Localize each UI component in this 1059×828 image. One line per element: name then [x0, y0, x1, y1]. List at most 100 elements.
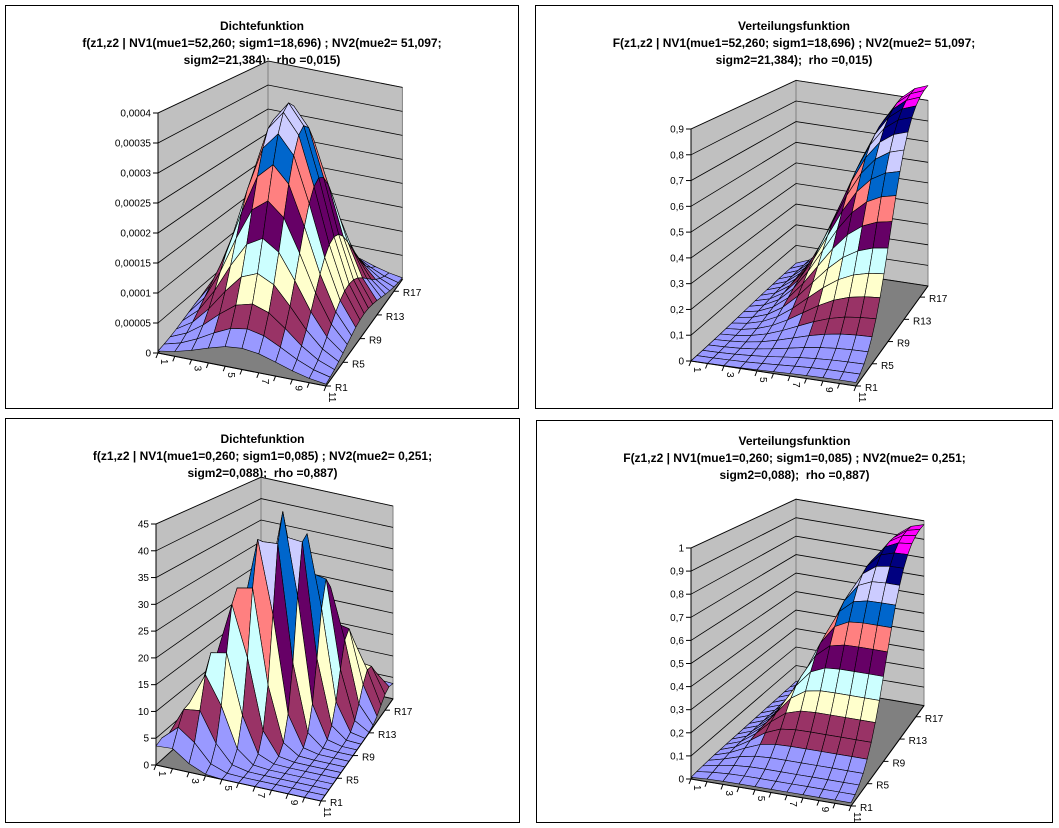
series-tick-label: R5	[346, 775, 359, 786]
z-tick-label: 0,8	[670, 590, 684, 601]
x-tick-mark	[306, 382, 310, 388]
chart-title: Verteilungsfunktion F(z1,z2 | NV1(mue1=0…	[537, 433, 1052, 484]
x-tick-mark	[289, 379, 293, 385]
x-tick-mark	[848, 805, 852, 812]
series-tick-label: R9	[892, 758, 905, 769]
x-tick-mark	[784, 795, 788, 801]
x-tick-mark	[787, 375, 791, 382]
z-tick-label: 35	[138, 573, 150, 584]
z-tick-label: 30	[138, 600, 150, 611]
z-tick-label: 0,9	[670, 125, 684, 136]
x-tick-mark	[153, 764, 157, 771]
x-tick-mark	[837, 383, 840, 389]
x-tick-mark	[219, 779, 223, 785]
gridline	[690, 79, 929, 130]
series-axis-line	[855, 285, 929, 387]
z-tick-label: 0,8	[670, 150, 684, 161]
series-tick-label: R9	[897, 339, 910, 350]
x-tick-label: 9	[823, 387, 834, 393]
x-tick-label: 7	[787, 801, 798, 807]
z-tick-label: 0,00005	[115, 319, 152, 330]
x-tick-mark	[239, 369, 243, 375]
title-line: f(z1,z2 | NV1(mue1=0,260; sigm1=0,085) ;…	[92, 449, 433, 463]
z-tick-label: 0,4	[670, 253, 684, 264]
series-tick-label: R17	[403, 288, 422, 299]
z-tick-label: 0,4	[670, 682, 684, 693]
chart-title: Verteilungsfunktion F(z1,z2 | NV1(mue1=5…	[536, 18, 1052, 69]
x-tick-mark	[752, 789, 756, 795]
z-tick-label: 0,1	[670, 331, 684, 342]
gridline	[155, 519, 394, 578]
z-tick-label: 0,5	[670, 228, 684, 239]
series-axis-line	[850, 705, 925, 807]
z-tick-label: 10	[138, 707, 150, 718]
title-line: sigm2=21,384); rho =0,015)	[715, 53, 873, 67]
z-tick-label: 0,0001	[120, 289, 151, 300]
x-tick-label: 9	[288, 800, 299, 806]
x-tick-mark	[155, 352, 159, 359]
z-tick-label: 0	[678, 775, 684, 786]
z-tick-label: 0,6	[670, 636, 684, 647]
z-tick-label: 0,2	[670, 728, 684, 739]
x-tick-label: 5	[757, 377, 768, 383]
surface-patch	[834, 791, 856, 804]
x-tick-label: 7	[790, 382, 801, 388]
z-tick-label: 0,6	[670, 202, 684, 213]
x-tick-mark	[816, 800, 820, 806]
series-tick-label: R17	[925, 714, 944, 725]
x-tick-mark	[853, 385, 857, 392]
gridline	[690, 498, 925, 549]
x-tick-label: 3	[192, 366, 203, 372]
chart-panel-distribution-1: Verteilungsfunktion F(z1,z2 | NV1(mue1=5…	[535, 5, 1053, 409]
x-tick-mark	[754, 370, 758, 377]
x-tick-label: 11	[326, 392, 337, 403]
title-line: sigm2=0,088); rho =0,887)	[187, 466, 338, 480]
series-tick-label: R5	[876, 781, 889, 792]
x-tick-mark	[768, 792, 772, 798]
x-tick-mark	[302, 797, 305, 803]
x-tick-mark	[323, 385, 327, 392]
title-line: Verteilungsfunktion	[738, 434, 851, 448]
chart-panel-density-1: Dichtefunktion f(z1,z2 | NV1(mue1=52,260…	[5, 5, 519, 409]
surface	[690, 524, 925, 804]
z-tick-label: 0	[143, 761, 149, 772]
z-tick-label: 0,3	[670, 279, 684, 290]
x-tick-mark	[688, 778, 692, 785]
x-tick-mark	[252, 786, 256, 792]
x-tick-mark	[189, 359, 193, 365]
chart-title: Dichtefunktion f(z1,z2 | NV1(mue1=0,260;…	[6, 431, 519, 482]
x-tick-mark	[704, 781, 708, 787]
z-tick-label: 0,00025	[115, 199, 152, 210]
chart-panel-distribution-2: Verteilungsfunktion F(z1,z2 | NV1(mue1=0…	[536, 420, 1053, 823]
series-tick-label: R13	[913, 316, 932, 327]
series-tick-label: R9	[369, 336, 382, 347]
z-tick-label: 0	[145, 349, 151, 360]
title-line: Verteilungsfunktion	[737, 19, 850, 33]
series-tick-label: R13	[909, 736, 928, 747]
z-tick-label: 0,0002	[120, 229, 151, 240]
surface-patch	[308, 369, 331, 385]
z-tick-label: 20	[138, 653, 150, 664]
z-tick-label: 0,1	[670, 751, 684, 762]
x-tick-mark	[186, 772, 190, 778]
series-tick-label: R17	[929, 294, 948, 305]
gridline	[157, 84, 403, 144]
z-tick-label: 15	[138, 680, 150, 691]
x-tick-label: 1	[691, 785, 702, 791]
surface-plot: 00,10,20,30,40,50,60,70,80,91357911R1R5R…	[670, 79, 948, 403]
series-tick-label: R1	[860, 803, 873, 814]
x-tick-mark	[688, 360, 692, 367]
title-line: sigm2=0,088); rho =0,887)	[719, 468, 870, 482]
surface	[155, 511, 394, 802]
series-axis-line	[325, 279, 403, 387]
surface	[157, 102, 403, 385]
x-tick-mark	[222, 366, 226, 372]
x-tick-mark	[804, 378, 807, 384]
z-tick-label: 25	[138, 627, 150, 638]
x-tick-label: 5	[225, 372, 236, 378]
x-tick-mark	[720, 784, 724, 790]
title-line: Dichtefunktion	[220, 432, 305, 446]
x-tick-label: 11	[851, 812, 862, 822]
title-line: F(z1,z2 | NV1(mue1=52,260; sigm1=18,696)…	[612, 36, 976, 50]
z-tick-label: 1	[678, 544, 684, 555]
